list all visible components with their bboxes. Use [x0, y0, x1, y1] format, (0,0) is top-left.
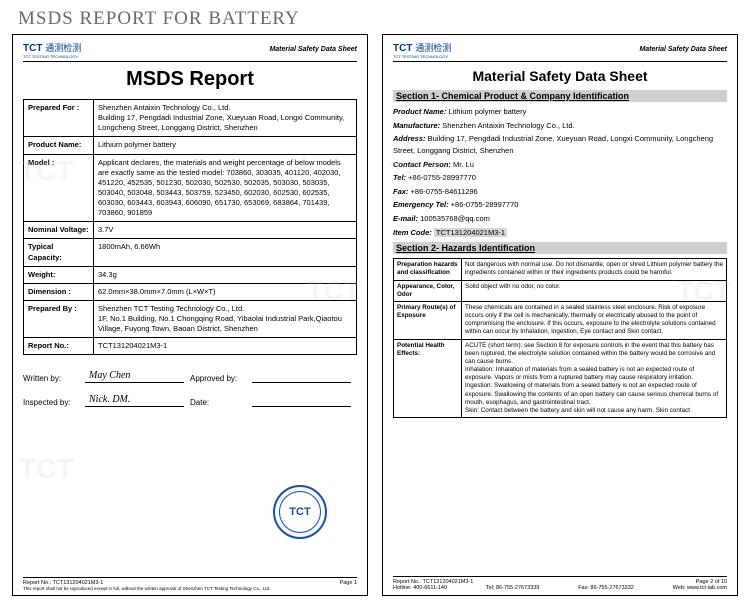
- signature-area: Written by: May Chen Approved by: Inspec…: [23, 369, 357, 407]
- s2-app-k: Appearance, Color, Odor: [394, 280, 462, 301]
- section2-head: Section 2- Hazards Identification: [393, 242, 727, 254]
- logo-sub: TCT TESTING TECHNOLOGY: [23, 54, 81, 59]
- s1-manu-v: Shenzhen Antaixin Technology Co., Ltd.: [442, 121, 574, 130]
- s1-email-v: 100535768@qq.com: [420, 214, 490, 223]
- s1-contact-l: Contact Person:: [393, 160, 451, 169]
- s2-health-v: ACUTE (short term): see Section 8 for ex…: [462, 339, 727, 418]
- header-right: Material Safety Data Sheet: [639, 46, 727, 53]
- s1-em-l: Emergency Tel:: [393, 200, 449, 209]
- f2-tel-v: 86-755-27673339: [496, 585, 539, 591]
- date-label: Date:: [190, 398, 252, 407]
- s1-product-v: Lithium polymer battery: [448, 107, 526, 116]
- doc-header: TCT 通测检测 TCT TESTING TECHNOLOGY Material…: [393, 41, 727, 59]
- k-capacity: Typical Capacity:: [24, 239, 94, 266]
- logo-sub: TCT TESTING TECHNOLOGY: [393, 54, 451, 59]
- s1-item-v: TCT131204021M3-1: [434, 228, 507, 237]
- inspected-by-label: Inspected by:: [23, 398, 85, 407]
- s2-health-acute: ACUTE (short term): see Section 8 for ex…: [465, 342, 723, 367]
- k-prepared-by: Prepared By :: [24, 300, 94, 337]
- documents-row: TCT TCT TCT TCT 通测检测 TCT TESTING TECHNOL…: [0, 34, 750, 596]
- k-prepared-for: Prepared For :: [24, 100, 94, 137]
- f2-web-l: Web:: [673, 585, 686, 591]
- v-weight: 34.3g: [94, 266, 357, 283]
- v-prepared-for: Shenzhen Antaixin Technology Co., Ltd. B…: [94, 100, 357, 137]
- watermark: TCT: [19, 453, 73, 485]
- header-right: Material Safety Data Sheet: [269, 46, 357, 53]
- written-by-label: Written by:: [23, 374, 85, 383]
- section2-table: Preparation hazards and classification N…: [393, 258, 727, 418]
- f2-tel-l: Tel:: [486, 585, 495, 591]
- tct-logo: TCT 通测检测 TCT TESTING TECHNOLOGY: [393, 41, 451, 59]
- f2-fax-l: Fax:: [578, 585, 589, 591]
- tct-logo: TCT 通测检测 TCT TESTING TECHNOLOGY: [23, 41, 81, 59]
- f2-fax-v: 86-755-27673332: [590, 585, 633, 591]
- s1-em-v: +86-0755-28997770: [451, 200, 519, 209]
- k-product-name: Product Name:: [24, 137, 94, 154]
- doc2-title: Material Safety Data Sheet: [393, 68, 727, 84]
- v-report-no: TCT131204021M3-1: [94, 338, 357, 355]
- v-voltage: 3.7V: [94, 222, 357, 239]
- s2-app-v: Solid object with no odor, no color.: [462, 280, 727, 301]
- v-model: Applicant declares, the materials and we…: [94, 154, 357, 222]
- k-report-no: Report No.:: [24, 338, 94, 355]
- logo-cn: 通测检测: [45, 43, 81, 53]
- page-title: MSDS REPORT FOR BATTERY: [0, 0, 750, 34]
- f2-hotline-v: 400-6611-140: [413, 585, 447, 591]
- s1-manu-l: Manufacture:: [393, 121, 440, 130]
- f2-hotline-l: Hotline:: [393, 585, 412, 591]
- s2-route-v: These chemicals are contained in a seale…: [462, 301, 727, 339]
- s1-contact-v: Mr. Lu: [453, 160, 474, 169]
- s2-prep-k: Preparation hazards and classification: [394, 259, 462, 280]
- v-capacity: 1800mAh, 6.66Wh: [94, 239, 357, 266]
- doc2-footer: Report No.: TCT131204021M3-1 Page 2 of 1…: [393, 576, 727, 591]
- s1-fax-l: Fax:: [393, 187, 408, 196]
- f2-web-v: www.tct-lab.com: [687, 585, 727, 591]
- logo-brand: TCT: [23, 43, 42, 54]
- section1-body: Product Name: Lithium polymer battery Ma…: [393, 106, 727, 238]
- footer-page: Page 1: [340, 580, 357, 591]
- k-voltage: Nominal Voltage:: [24, 222, 94, 239]
- inspected-by-line: Nick. DM.: [85, 393, 184, 407]
- s1-fax-v: +86-0755-84611296: [411, 187, 478, 196]
- v-prepared-by: Shenzhen TCT Testing Technology Co., Ltd…: [94, 300, 357, 337]
- footer-fine-print: This report shall not be reproduced exce…: [23, 586, 270, 591]
- s1-item-l: Item Code:: [393, 228, 432, 237]
- v-dimension: 62.0mm×38.0mm×7.0mm (L×W×T): [94, 283, 357, 300]
- written-by-line: May Chen: [85, 369, 184, 383]
- k-weight: Weight:: [24, 266, 94, 283]
- section1-head: Section 1- Chemical Product & Company Id…: [393, 90, 727, 102]
- doc1-table: Prepared For : Shenzhen Antaixin Technol…: [23, 99, 357, 355]
- s2-route-k: Primary Route(s) of Exposure: [394, 301, 462, 339]
- s1-tel-l: Tel:: [393, 173, 406, 182]
- v-product-name: Lithium polymer battery: [94, 137, 357, 154]
- inspected-by-sig: Nick. DM.: [89, 394, 130, 405]
- doc-header: TCT 通测检测 TCT TESTING TECHNOLOGY Material…: [23, 41, 357, 59]
- date-line: [252, 393, 351, 407]
- s1-addr-l: Address:: [393, 134, 426, 143]
- doc-msds-report: TCT TCT TCT TCT 通测检测 TCT TESTING TECHNOL…: [12, 34, 368, 596]
- tct-seal-icon: TCT: [273, 485, 327, 539]
- doc1-title: MSDS Report: [23, 68, 357, 91]
- logo-cn: 通测检测: [415, 43, 451, 53]
- doc-msds-sheet: TCT TCT TCT 通测检测 TCT TESTING TECHNOLOGY …: [382, 34, 738, 596]
- s2-health-k: Potential Health Effects:: [394, 339, 462, 418]
- approved-by-line: [252, 369, 351, 383]
- s2-prep-v: Not dangerous with normal use. Do not di…: [462, 259, 727, 280]
- doc1-footer: Report No.: TCT131204021M3-1 This report…: [23, 577, 357, 591]
- logo-brand: TCT: [393, 43, 412, 54]
- k-dimension: Dimension :: [24, 283, 94, 300]
- s2-health-ingest: Ingestion: Swallowing of materials from …: [465, 382, 723, 407]
- written-by-sig: May Chen: [89, 370, 130, 381]
- s2-health-inhal: Inhalation: Inhalation of materials from…: [465, 366, 723, 382]
- s1-email-l: E-mail:: [393, 214, 418, 223]
- approved-by-label: Approved by:: [190, 374, 252, 383]
- k-model: Model :: [24, 154, 94, 222]
- s2-health-skin: Skin: Contact between the battery and sk…: [465, 407, 723, 415]
- s1-addr-v: Building 17, Pengdadi Industrial Zone, X…: [393, 134, 713, 155]
- s1-product-l: Product Name:: [393, 107, 446, 116]
- s1-tel-v: +86-0755-28997770: [408, 173, 476, 182]
